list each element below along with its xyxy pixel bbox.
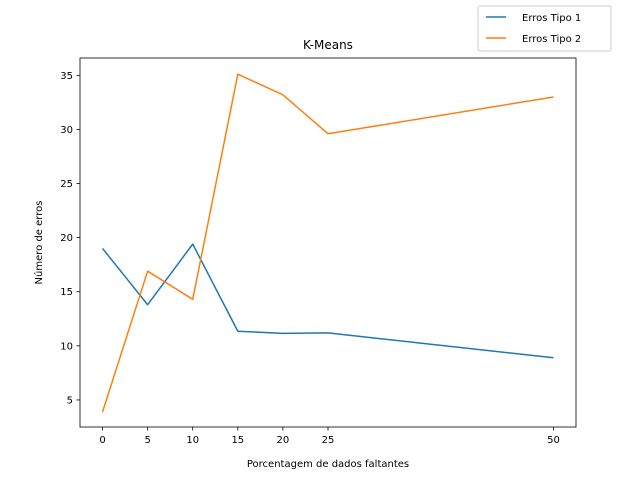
series-layer (101, 73, 554, 413)
legend-label-erros-tipo-1: Erros Tipo 1 (522, 13, 581, 24)
legend-box (477, 5, 612, 52)
x-axis-ticks: 0 5 10 15 20 25 50 (99, 427, 560, 446)
y-tick-label: 10 (60, 341, 73, 352)
y-tick-label: 20 (60, 233, 73, 244)
legend: Erros Tipo 1 Erros Tipo 2 (477, 5, 612, 52)
x-tick-label: 25 (322, 435, 335, 446)
y-tick-label: 5 (67, 395, 73, 406)
chart-title: K-Means (303, 38, 353, 52)
series-line-2 (101, 73, 554, 413)
y-axis-ticks: 5 10 15 20 25 30 35 (60, 71, 80, 406)
x-tick-label: 5 (144, 435, 150, 446)
x-axis-label: Porcentagem de dados faltantes (247, 459, 409, 470)
x-tick-label: 15 (231, 435, 244, 446)
y-tick-label: 30 (60, 125, 73, 136)
x-tick-label: 0 (99, 435, 105, 446)
legend-label-erros-tipo-2: Erros Tipo 2 (522, 34, 581, 45)
y-tick-label: 15 (60, 287, 73, 298)
y-tick-label: 25 (60, 179, 73, 190)
y-axis-label: Número de erros (33, 201, 45, 285)
y-tick-label: 35 (60, 71, 73, 82)
x-tick-label: 10 (186, 435, 199, 446)
x-tick-label: 50 (547, 435, 560, 446)
x-tick-label: 20 (277, 435, 290, 446)
series-line-1 (101, 243, 554, 359)
